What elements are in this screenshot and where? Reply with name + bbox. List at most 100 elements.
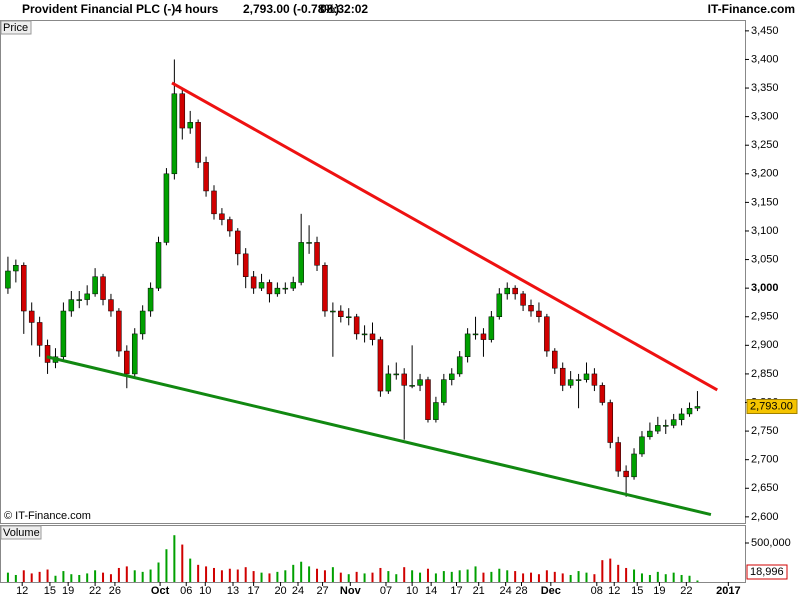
candle-body <box>147 287 154 312</box>
volume-bar <box>331 567 334 582</box>
x-tick-label: 22 <box>680 585 692 597</box>
volume-bar <box>640 573 643 582</box>
volume-bar <box>292 564 295 582</box>
x-tick-label: 08 <box>591 585 603 597</box>
volume-bar <box>70 574 73 582</box>
candle-body <box>139 310 146 335</box>
candle-body <box>21 265 27 312</box>
volume-bar <box>633 569 636 582</box>
volume-bar <box>609 558 612 582</box>
candle-body <box>92 276 98 295</box>
volume-bar <box>189 558 192 582</box>
chart-title: Provident Financial PLC (-) <box>22 2 175 16</box>
candle-body <box>655 425 661 432</box>
candle-body <box>171 93 178 175</box>
candle-body <box>282 287 289 290</box>
candle-body <box>623 470 629 478</box>
candle-body <box>480 333 487 340</box>
y-tick-label: 3,100 <box>751 225 779 237</box>
volume-bar <box>157 562 160 582</box>
candle-body <box>575 379 582 381</box>
source: IT-Finance.com <box>708 2 795 16</box>
candle-body <box>647 430 653 438</box>
candle-body <box>678 413 685 420</box>
volume-bar <box>284 570 287 582</box>
volume-bar <box>260 572 263 582</box>
candle-body <box>686 407 693 415</box>
candle-body <box>195 122 201 163</box>
volume-bar <box>664 574 667 582</box>
volume-bar <box>585 572 588 582</box>
volume-bar <box>648 574 651 582</box>
candle-body <box>393 373 400 376</box>
candle-body <box>456 356 463 375</box>
volume-bar <box>355 571 358 582</box>
candle-body <box>512 287 518 295</box>
candle-body <box>155 242 162 289</box>
x-tick-label: 17 <box>247 585 259 597</box>
y-tick-label: 2,750 <box>751 425 779 437</box>
candle-body <box>662 425 669 427</box>
volume-bar <box>339 572 342 582</box>
y-tick-label: 3,000 <box>751 282 779 294</box>
candle-body <box>631 453 637 478</box>
volume-bar <box>197 564 200 582</box>
candle-body <box>266 282 273 295</box>
volume-bar <box>236 569 239 582</box>
candle-body <box>116 310 122 352</box>
y-tick-label: 2,600 <box>751 511 779 523</box>
volume-bar <box>371 572 374 582</box>
volume-bar <box>244 567 247 582</box>
candle-body <box>13 265 19 272</box>
x-tick-label: 28 <box>515 585 527 597</box>
candle-body <box>5 270 11 289</box>
y-tick-label: 3,350 <box>751 82 779 94</box>
volume-bar <box>561 573 564 582</box>
quote: 2,793.00 (-0.78%) <box>243 2 339 16</box>
y-tick-label: 2,850 <box>751 368 779 380</box>
candle-body <box>401 373 407 386</box>
x-tick-label: 07 <box>380 585 392 597</box>
candle-body <box>274 287 281 295</box>
candle-body <box>615 442 621 472</box>
x-tick-label: 26 <box>109 585 121 597</box>
volume-bar <box>625 567 628 582</box>
candle-body <box>449 373 455 380</box>
last-volume-box <box>746 564 788 580</box>
candle-body <box>694 406 701 409</box>
x-tick-label: 2017 <box>716 585 740 597</box>
x-tick-label: 10 <box>199 585 211 597</box>
y-tick-label: 3,150 <box>751 196 779 208</box>
volume-bar <box>62 571 65 582</box>
volume-bar <box>6 572 9 582</box>
candle-body <box>131 333 138 375</box>
x-tick-label: Nov <box>340 585 362 597</box>
y-tick-label: 3,200 <box>751 168 779 180</box>
candle-body <box>28 310 35 323</box>
x-tick-label: 10 <box>406 585 418 597</box>
volume-bar <box>22 570 25 582</box>
volume-bar <box>403 567 406 582</box>
volume-bar <box>514 571 517 582</box>
volume-tick-label: 500,000 <box>751 537 791 549</box>
candle-body <box>242 253 249 277</box>
candle-body <box>219 213 225 220</box>
candle-body <box>345 316 352 318</box>
volume-bar <box>252 571 255 582</box>
candle-body <box>108 299 114 312</box>
volume-bar <box>46 569 49 582</box>
time: 08:32:02 <box>320 2 368 16</box>
x-tick-label: 12 <box>608 585 620 597</box>
volume-bar <box>490 571 493 582</box>
volume-bar <box>506 570 509 582</box>
candle-body <box>369 333 376 340</box>
candle-body <box>100 276 106 300</box>
candle-body <box>227 219 233 232</box>
candle-body <box>353 316 360 335</box>
y-tick-label: 3,300 <box>751 111 779 123</box>
x-tick-label: 17 <box>450 585 462 597</box>
x-tick-label: 22 <box>89 585 101 597</box>
volume-bar <box>482 572 485 582</box>
volume-bar <box>474 566 477 582</box>
